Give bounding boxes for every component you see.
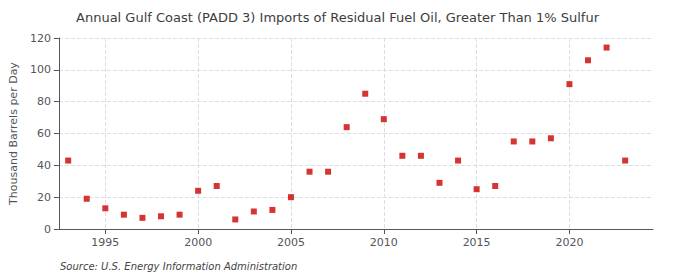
svg-text:Source: U.S. Energy Informatio: Source: U.S. Energy Information Administ… (60, 261, 297, 272)
svg-text:2010: 2010 (370, 236, 398, 249)
svg-text:2005: 2005 (277, 236, 305, 249)
svg-text:2015: 2015 (463, 236, 491, 249)
svg-text:20: 20 (37, 191, 51, 204)
svg-text:Annual Gulf Coast (PADD 3) Imp: Annual Gulf Coast (PADD 3) Imports of Re… (76, 10, 600, 25)
svg-text:80: 80 (37, 95, 51, 108)
svg-text:1995: 1995 (91, 236, 119, 249)
svg-text:Thousand Barrels per Day: Thousand Barrels per Day (7, 62, 20, 206)
svg-text:60: 60 (37, 127, 51, 140)
svg-text:0: 0 (44, 223, 51, 236)
svg-text:2000: 2000 (184, 236, 212, 249)
svg-text:100: 100 (30, 63, 51, 76)
svg-text:40: 40 (37, 159, 51, 172)
svg-text:120: 120 (30, 32, 51, 45)
svg-text:2020: 2020 (555, 236, 583, 249)
